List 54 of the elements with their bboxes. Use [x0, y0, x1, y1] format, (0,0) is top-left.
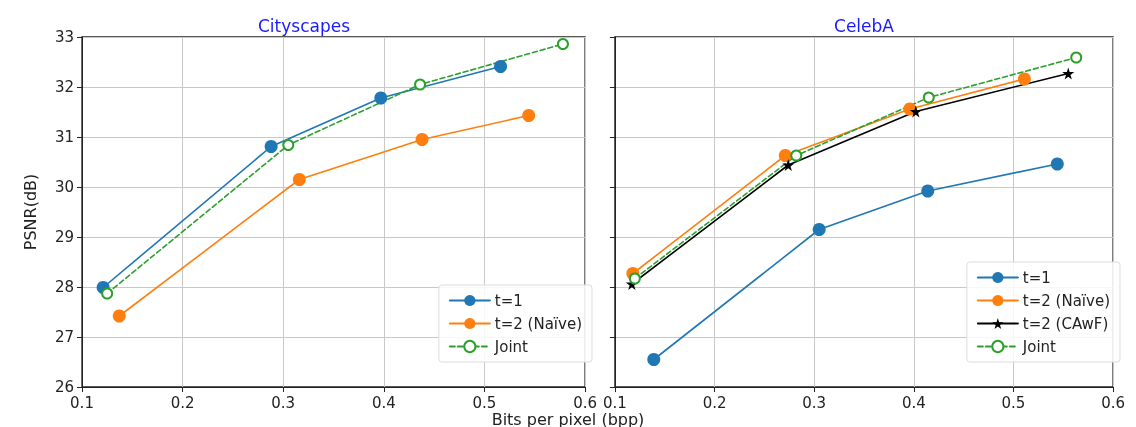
y-tick-label: 26: [54, 378, 74, 396]
point: [494, 60, 508, 73]
legend-label: t=2 (Naïve): [1022, 291, 1111, 310]
point: [414, 78, 427, 91]
legend-label: Joint: [1021, 337, 1057, 356]
point: [909, 105, 922, 118]
x-tick-label: 0.6: [1101, 393, 1125, 412]
point: [415, 133, 429, 146]
y-tick-label: 30: [54, 178, 74, 196]
legend-label: t=1: [494, 291, 523, 310]
point: [812, 223, 826, 236]
point: [922, 91, 935, 104]
point: [1062, 67, 1075, 80]
point: [1017, 72, 1031, 86]
x-tick-label: 0.1: [70, 393, 94, 412]
y-tick-label: 32: [54, 78, 74, 96]
x-tick-label: 0.6: [573, 393, 597, 412]
y-tick-label: 27: [54, 328, 74, 346]
y-tick-label: 28: [54, 278, 74, 296]
x-tick-label: 0.5: [472, 393, 497, 412]
chart-title: Cityscapes: [257, 15, 351, 36]
x-tick-label: 0.5: [1001, 393, 1026, 412]
x-tick-label: 0.2: [702, 393, 727, 412]
y-tick-label: 29: [54, 228, 74, 246]
point: [374, 91, 388, 105]
point: [921, 184, 935, 198]
y-tick-label: 31: [54, 128, 74, 146]
x-tick-label: 0.3: [271, 393, 296, 412]
point: [522, 109, 536, 122]
point: [292, 173, 306, 186]
point: [282, 139, 295, 151]
x-tick-label: 0.3: [802, 393, 827, 412]
x-tick-label: 0.4: [371, 393, 396, 412]
point: [647, 353, 661, 366]
x-tick-label: 0.2: [170, 393, 195, 412]
point: [556, 38, 569, 50]
legend-label: t=2 (Naïve): [494, 314, 583, 333]
point: [1070, 51, 1083, 64]
point: [101, 287, 114, 300]
legend-label: Joint: [493, 337, 529, 356]
point: [264, 140, 278, 153]
point: [782, 159, 795, 171]
y-axis-title: PSNR(dB): [20, 173, 40, 251]
point: [1050, 157, 1064, 171]
legend-label: t=2 (CAwF): [1022, 314, 1109, 333]
point: [778, 149, 792, 162]
x-tick-label: 0.1: [603, 393, 627, 412]
y-tick-label: 33: [54, 28, 74, 46]
x-tick-label: 0.4: [901, 393, 926, 412]
point: [628, 272, 641, 285]
point: [112, 309, 126, 323]
chart-title: CelebA: [834, 15, 895, 36]
point: [790, 149, 803, 162]
legend-label: t=1: [1022, 268, 1051, 287]
